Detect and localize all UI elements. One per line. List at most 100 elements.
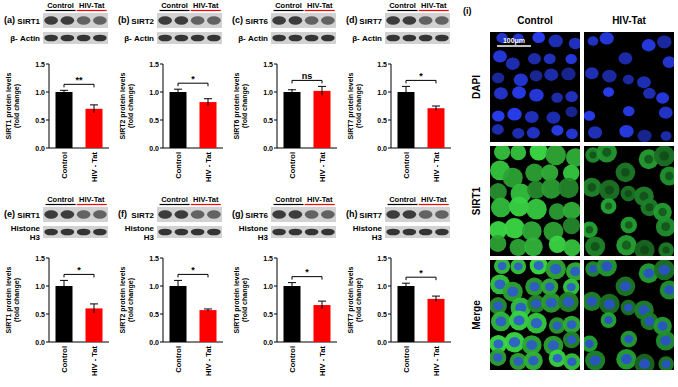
nucleus xyxy=(514,73,528,86)
blot-band xyxy=(403,210,417,218)
tick-label: 0.5 xyxy=(263,311,273,318)
blot-band xyxy=(44,16,58,24)
blot-band xyxy=(77,229,91,236)
blot-band xyxy=(386,229,400,236)
blot-background xyxy=(385,13,450,28)
nucleus xyxy=(663,56,674,68)
micrograph xyxy=(584,146,674,256)
nucleus xyxy=(657,35,672,48)
category-label: HIV - Tat xyxy=(204,346,213,376)
bar xyxy=(170,286,187,342)
cell-sirt1 xyxy=(599,180,620,201)
y-tick xyxy=(46,286,49,287)
lane-label: Control xyxy=(275,1,302,10)
tick-label: 1.0 xyxy=(149,89,159,96)
category-label: Control xyxy=(402,152,411,179)
lane-label: Control xyxy=(47,195,74,204)
blot-background xyxy=(43,32,108,44)
blot-band xyxy=(435,16,449,24)
y-tick xyxy=(388,148,391,149)
nucleus xyxy=(643,268,654,278)
blot-row-label: H3 xyxy=(372,233,383,242)
nucleus xyxy=(589,265,597,273)
y-tick xyxy=(274,92,277,93)
error-cap xyxy=(204,98,212,99)
cell-sirt1 xyxy=(510,146,526,160)
blot-row-label: SIRT1 xyxy=(17,211,40,220)
cell-sirt1 xyxy=(545,146,566,165)
blot-background xyxy=(385,226,450,238)
cell-sirt1 xyxy=(563,353,580,370)
blot-band xyxy=(419,16,433,24)
cell-sirt1 xyxy=(585,350,605,370)
axis-title: SIRT2 protein levels xyxy=(119,266,127,333)
nucleus xyxy=(527,127,540,139)
bars xyxy=(170,89,217,148)
error-stem xyxy=(208,99,209,106)
nucleus xyxy=(528,53,541,64)
cell-core xyxy=(605,317,612,324)
cell-core xyxy=(663,360,670,367)
panel-letter: (d) xyxy=(346,15,358,25)
y-tick xyxy=(160,148,163,149)
nucleus xyxy=(588,36,599,46)
panel-letter: (g) xyxy=(232,209,244,219)
nucleus xyxy=(551,125,563,136)
blot-band xyxy=(272,229,286,236)
axis-title: SIRT6 protein levels xyxy=(233,266,241,333)
panel: (f)ControlHIV-TatSIRT2HistoneH3SIRT2 pro… xyxy=(118,195,223,376)
nucleus xyxy=(624,335,633,343)
error-cap xyxy=(174,89,182,90)
cell-sirt1 xyxy=(526,313,547,334)
blot-band xyxy=(419,210,433,218)
cell-sirt1 xyxy=(584,335,598,352)
cell-core xyxy=(602,148,611,157)
cell-core xyxy=(605,203,612,210)
tick-label: 1.0 xyxy=(377,283,387,290)
tick-label: 1.5 xyxy=(149,255,159,262)
nucleus xyxy=(492,72,504,83)
micrograph-background xyxy=(584,32,674,142)
bars xyxy=(284,86,331,148)
cell-core xyxy=(587,297,596,306)
nucleus xyxy=(661,131,672,141)
lane-underline xyxy=(191,10,221,11)
error-cap xyxy=(432,106,440,107)
blot-band xyxy=(289,210,303,218)
blot-row-label: Histone xyxy=(239,224,269,233)
error-cap xyxy=(288,89,296,90)
blot-row-label: SIRT7 xyxy=(359,211,382,220)
category-label: HIV - Tat xyxy=(90,152,99,182)
significance-label: * xyxy=(191,74,195,84)
category-label: HIV - Tat xyxy=(204,152,213,182)
blot-background xyxy=(43,13,108,28)
tick-label: 0.0 xyxy=(35,339,45,346)
panel: (d)ControlHIV-TatSIRT7β- ActinSIRT7 prot… xyxy=(346,1,451,182)
blot-band xyxy=(272,16,286,24)
category-label: Control xyxy=(174,346,183,373)
cell-sirt1 xyxy=(549,350,566,367)
cell-sirt1 xyxy=(658,242,674,256)
nucleus xyxy=(551,92,563,102)
blot-band xyxy=(191,229,205,236)
lane-label: Control xyxy=(161,1,188,10)
nucleus xyxy=(493,339,503,348)
bars xyxy=(398,283,445,342)
axis-title: (fold change) xyxy=(241,84,249,128)
blot-band xyxy=(44,229,58,236)
cell-core xyxy=(591,242,600,251)
error-bar xyxy=(60,280,68,291)
blot-band xyxy=(403,35,417,42)
blot-row-label: SIRT2 xyxy=(131,211,154,220)
lane-label: Control xyxy=(389,195,416,204)
lane-underline xyxy=(305,204,335,205)
nucleus xyxy=(619,125,633,138)
category-label: HIV - Tat xyxy=(432,152,441,182)
cell-sirt1 xyxy=(597,146,617,162)
nucleus xyxy=(603,87,614,97)
panel: (g)ControlHIV-TatSIRT6HistoneH3SIRT6 pro… xyxy=(232,195,337,376)
nucleus xyxy=(602,70,616,83)
nucleus xyxy=(637,76,651,88)
error-cap xyxy=(204,308,212,309)
cell-sirt1 xyxy=(563,202,580,220)
